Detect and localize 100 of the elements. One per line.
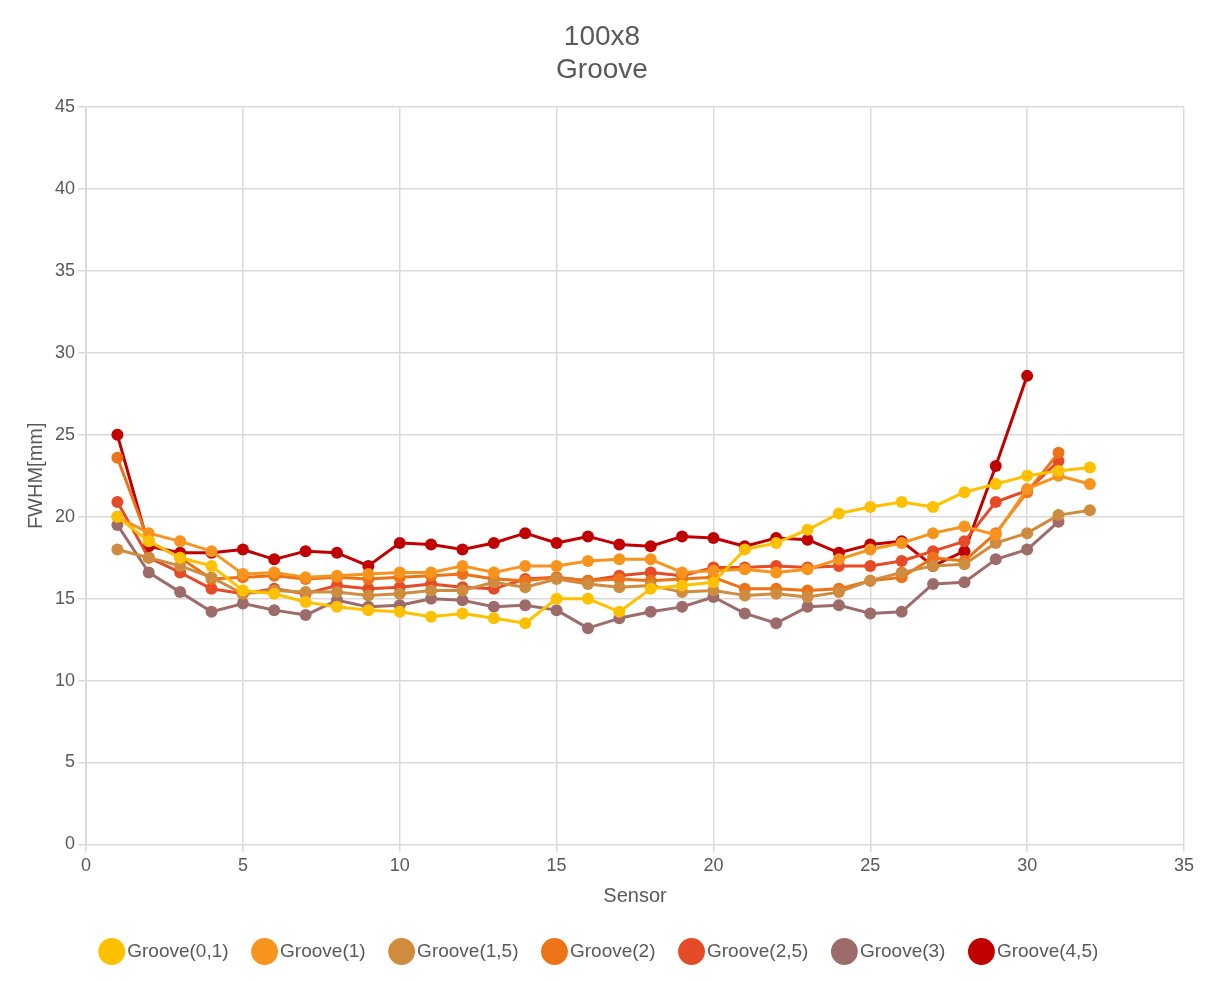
point (393, 536, 406, 549)
point (550, 604, 563, 617)
point (425, 584, 438, 597)
point (738, 589, 751, 602)
point (519, 599, 532, 612)
point (613, 553, 626, 566)
point (236, 543, 249, 556)
y-tick-label: 45 (54, 96, 76, 117)
point (1021, 527, 1034, 540)
point (770, 536, 783, 549)
point (268, 553, 281, 566)
point (895, 554, 908, 567)
legend-label: Groove(0,1) (127, 939, 229, 961)
point (362, 568, 375, 581)
point (644, 553, 657, 566)
point (330, 586, 343, 599)
point (142, 566, 155, 579)
point (519, 559, 532, 572)
point (1083, 504, 1096, 517)
point (770, 617, 783, 630)
y-axis-title: FWHM[mm] (23, 422, 46, 530)
point (456, 559, 469, 572)
point (613, 605, 626, 618)
point (927, 500, 940, 513)
x-axis-title: Sensor (603, 883, 668, 906)
point (864, 559, 877, 572)
point (676, 530, 689, 543)
point (456, 543, 469, 556)
point (1021, 369, 1034, 382)
point (550, 592, 563, 605)
point (519, 617, 532, 630)
point (330, 600, 343, 613)
point (832, 553, 845, 566)
legend-label: Groove(2) (569, 939, 656, 961)
legend-label: Groove(1,5) (417, 939, 519, 961)
point (550, 559, 563, 572)
chart-title: 100x8 Groove (556, 19, 648, 85)
x-tick-label: 30 (1017, 855, 1038, 876)
y-tick-label: 35 (54, 259, 76, 280)
point (550, 536, 563, 549)
point (425, 610, 438, 623)
point (707, 576, 720, 589)
point (487, 536, 500, 549)
y-tick-label: 5 (65, 751, 76, 772)
point (864, 543, 877, 556)
x-tick-label: 10 (389, 855, 410, 876)
point (927, 577, 940, 590)
point (1021, 543, 1034, 556)
point (958, 535, 971, 548)
point (1052, 464, 1065, 477)
point (393, 587, 406, 600)
point (393, 605, 406, 618)
point (895, 566, 908, 579)
point (958, 558, 971, 571)
point (174, 586, 187, 599)
point (895, 605, 908, 618)
x-tick-label: 5 (237, 855, 248, 876)
point (676, 600, 689, 613)
point (111, 428, 124, 441)
point (801, 523, 814, 536)
x-tick-label: 20 (703, 855, 724, 876)
point (832, 507, 845, 520)
point (832, 599, 845, 612)
x-tick-label: 15 (546, 855, 567, 876)
point (738, 607, 751, 620)
point (174, 535, 187, 548)
point (832, 586, 845, 599)
point (958, 576, 971, 589)
point (927, 527, 940, 540)
point (581, 592, 594, 605)
point (770, 566, 783, 579)
point (111, 496, 124, 509)
point (205, 605, 218, 618)
point (707, 532, 720, 545)
point (644, 605, 657, 618)
point (770, 587, 783, 600)
point (958, 486, 971, 499)
y-tick-label: 20 (54, 505, 76, 526)
point (1052, 509, 1065, 522)
point (456, 607, 469, 620)
point (958, 520, 971, 533)
y-tick-label: 25 (54, 423, 76, 444)
point (268, 604, 281, 617)
x-tick-label: 0 (81, 855, 92, 876)
point (864, 500, 877, 513)
y-tick-label: 15 (54, 587, 76, 608)
point (1083, 477, 1096, 490)
point (111, 451, 124, 464)
point (1083, 461, 1096, 474)
point (801, 591, 814, 604)
point (989, 496, 1002, 509)
legend-label: Groove(2,5) (707, 939, 809, 961)
point (299, 545, 312, 558)
point (989, 459, 1002, 472)
point (581, 622, 594, 635)
y-tick-label: 10 (54, 669, 76, 690)
point (393, 566, 406, 579)
point (487, 600, 500, 613)
point (613, 581, 626, 594)
y-tick-label: 0 (65, 833, 76, 854)
